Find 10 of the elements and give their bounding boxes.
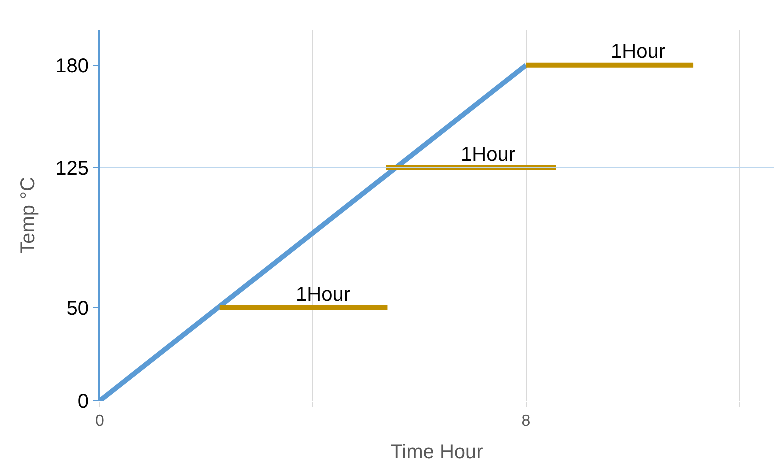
y-axis-title: Temp °C — [18, 177, 40, 254]
annotation: 1Hour — [296, 284, 351, 306]
x-tick-label: 8 — [522, 413, 531, 430]
y-tick-label: 0 — [78, 391, 89, 413]
annotation: 1Hour — [461, 144, 516, 166]
y-tick-label: 50 — [66, 298, 89, 320]
x-axis-title: Time Hour — [390, 442, 484, 464]
annotation: 1Hour — [611, 41, 666, 63]
y-tick-label: 125 — [56, 158, 89, 180]
y-tick-label: 180 — [56, 55, 89, 78]
